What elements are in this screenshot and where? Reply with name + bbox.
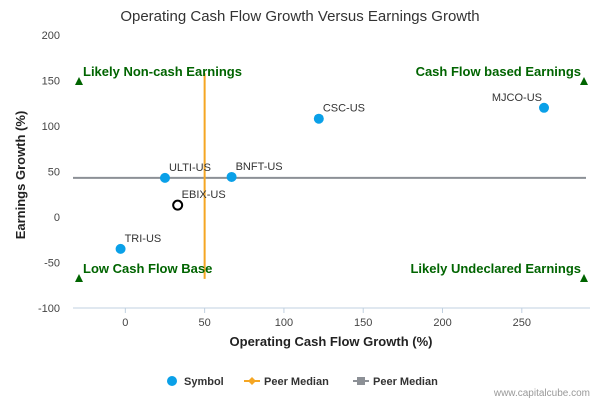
data-point-bnft-us [226,171,237,182]
y-tick-label: -50 [44,258,60,270]
quadrant-label-top-left: Likely Non-cash Earnings [83,64,242,79]
legend-marker-symbol [167,376,177,386]
x-tick-label: 50 [199,317,211,329]
x-tick-label: 100 [275,317,293,329]
x-tick-label: 150 [354,317,372,329]
x-axis-title: Operating Cash Flow Growth (%) [230,334,433,349]
data-point-ulti-us [159,172,170,183]
quadrant-label-bottom-right: Likely Undeclared Earnings [410,261,581,276]
x-tick-label: 250 [513,317,531,329]
y-tick-label: 50 [48,167,60,179]
quadrant-label-top-right: Cash Flow based Earnings [416,64,581,79]
quadrant-marker-top-right [580,77,588,85]
data-label-bnft-us: BNFT-US [236,161,283,173]
y-tick-label: 150 [42,76,60,88]
credit-text: www.capitalcube.com [493,388,590,399]
data-point-mjco-us [539,102,550,113]
quadrant-marker-bottom-left [75,274,83,282]
quadrant-marker-bottom-right [580,274,588,282]
legend: Symbol Peer Median Peer Median [167,376,438,388]
plot-area: 0 50 100 150 200 250 -100 -50 0 50 100 150 200 Likely… [38,30,590,329]
data-label-ebix-us: EBIX-US [182,189,226,201]
y-tick-label: 100 [42,121,60,133]
legend-label: Peer Median [264,376,329,388]
data-point-ebix-us [172,199,184,211]
y-tick-label: 200 [42,30,60,42]
legend-marker-peer-median-horizontal [357,377,365,385]
data-label-mjco-us: MJCO-US [492,92,542,104]
chart-title: Operating Cash Flow Growth Versus Earnin… [120,8,479,25]
data-point-tri-us [115,243,126,254]
x-tick-label: 0 [122,317,128,329]
y-axis-title: Earnings Growth (%) [13,111,28,240]
data-point-csc-us [313,113,324,124]
quadrant-label-bottom-left: Low Cash Flow Base [83,261,212,276]
x-tick-label: 200 [433,317,451,329]
data-label-ulti-us: ULTI-US [169,162,211,174]
legend-marker-peer-median-vertical [248,377,256,385]
quadrant-marker-top-left [75,77,83,85]
data-label-csc-us: CSC-US [323,103,365,115]
legend-label: Symbol [184,376,224,388]
y-tick-label: -100 [38,303,60,315]
data-label-tri-us: TRI-US [125,233,162,245]
legend-label: Peer Median [373,376,438,388]
y-tick-label: 0 [54,212,60,224]
